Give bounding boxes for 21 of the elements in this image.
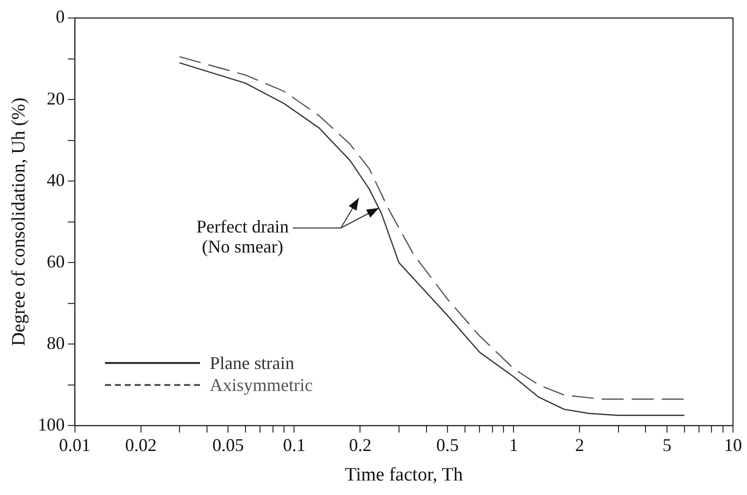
y-tick-label: 80	[46, 332, 65, 353]
x-tick-label: 2	[575, 435, 584, 456]
y-axis-title: Degree of consolidation, Uh (%)	[8, 98, 30, 346]
y-tick-label: 0	[56, 6, 65, 27]
text: Axisymmetric	[210, 374, 313, 396]
x-tick-label: 0.02	[125, 435, 157, 456]
text: Plane strain	[210, 352, 294, 374]
x-tick-label: 0.2	[348, 435, 372, 456]
x-axis-title: Time factor, Th	[344, 464, 464, 486]
y-tick-label: 20	[46, 88, 65, 108]
x-tick-label: 0.05	[212, 435, 244, 456]
x-tick-label: 5	[662, 435, 672, 456]
x-tick-label: 0.1	[282, 435, 306, 456]
y-tick-label: 60	[46, 251, 65, 272]
x-tick-label: 0.5	[436, 435, 459, 456]
y-tick-label: 40	[46, 170, 65, 190]
y-tick-label: 100	[38, 414, 65, 434]
x-tick-label: 10	[724, 435, 742, 456]
x-tick-label: 1	[509, 435, 518, 456]
x-tick-label: 0.01	[59, 435, 91, 456]
annotation: Perfect drain (No smear)	[196, 216, 289, 257]
